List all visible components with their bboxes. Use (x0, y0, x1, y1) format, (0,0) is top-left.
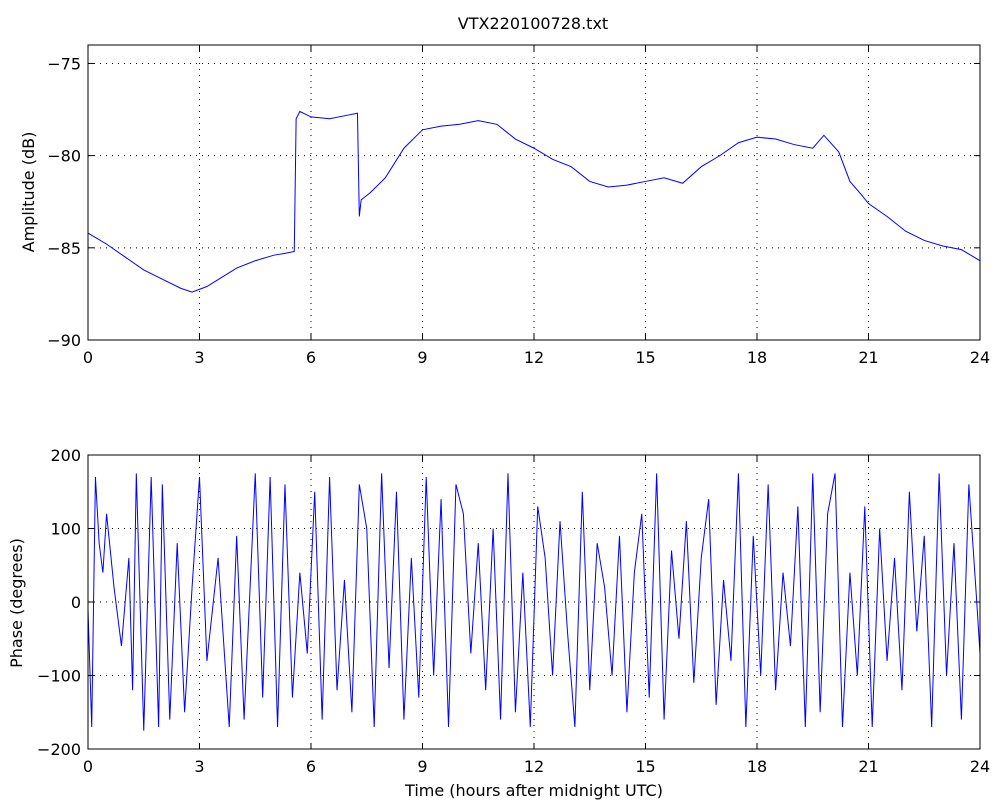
amplitude-x-tick-label: 3 (194, 348, 204, 367)
phase-x-tick-label: 24 (970, 757, 990, 776)
amplitude-tick-labels: 0 3 6 9 12 15 18 21 24 −90 −85 −80 −75 (47, 54, 990, 367)
amplitude-x-tick-label: 12 (524, 348, 544, 367)
amplitude-x-tick-label: 6 (306, 348, 316, 367)
phase-y-tick-label: 100 (50, 520, 81, 539)
time-x-axis-label: Time (hours after midnight UTC) (404, 781, 663, 800)
amplitude-y-tick-label: −85 (47, 239, 81, 258)
amplitude-panel: VTX220100728.txt Amplitude (dB) 0 3 6 9 12 15… (19, 14, 990, 367)
phase-x-tick-label: 12 (524, 757, 544, 776)
amplitude-plot-frame (87, 44, 981, 341)
amplitude-y-axis-label: Amplitude (dB) (19, 132, 38, 253)
phase-x-tick-label: 0 (83, 757, 93, 776)
amplitude-y-tick-label: −90 (47, 331, 81, 350)
phase-y-tick-label: 200 (50, 446, 81, 465)
chart-title: VTX220100728.txt (458, 14, 608, 33)
phase-series-line (87, 473, 981, 731)
phase-y-tick-label: −200 (37, 740, 81, 759)
phase-x-tick-label: 21 (858, 757, 878, 776)
phase-x-tick-label: 9 (417, 757, 427, 776)
phase-x-tick-label: 6 (306, 757, 316, 776)
phase-y-tick-label: −100 (37, 667, 81, 686)
amplitude-series-line (87, 110, 981, 293)
amplitude-y-tick-label: −80 (47, 147, 81, 166)
amplitude-x-tick-label: 24 (970, 348, 990, 367)
amplitude-x-tick-label: 21 (858, 348, 878, 367)
amplitude-x-tick-label: 15 (635, 348, 655, 367)
phase-plot-frame (87, 454, 981, 750)
amplitude-x-tick-label: 18 (747, 348, 767, 367)
phase-x-tick-label: 15 (635, 757, 655, 776)
phase-tick-labels: 0 3 6 9 12 15 18 21 24 −200 −100 0 100 200 (37, 446, 990, 776)
phase-grid (88, 455, 980, 749)
amplitude-x-tick-label: 9 (417, 348, 427, 367)
phase-y-axis-label: Phase (degrees) (7, 538, 26, 668)
phase-y-tick-label: 0 (71, 593, 81, 612)
phase-x-tick-label: 18 (747, 757, 767, 776)
amplitude-y-tick-label: −75 (47, 54, 81, 73)
phase-x-tick-label: 3 (194, 757, 204, 776)
amplitude-x-tick-label: 0 (83, 348, 93, 367)
phase-panel: Phase (degrees) Time (hours after midnig… (7, 446, 990, 800)
